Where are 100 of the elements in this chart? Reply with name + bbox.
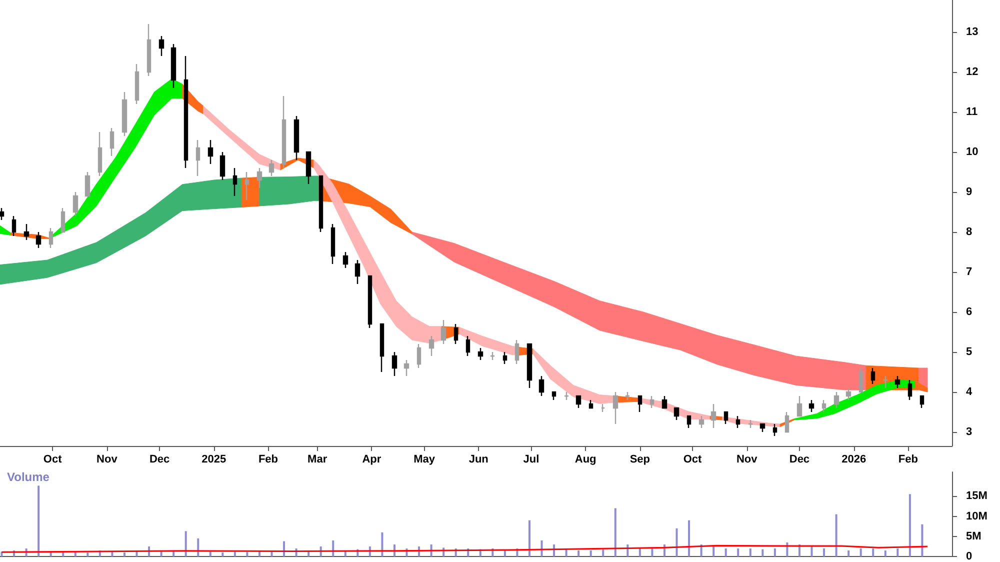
candlestick [760,423,766,433]
candlestick [196,139,200,177]
x-tick-label: 2026 [842,454,866,466]
candlestick [490,351,496,361]
bar [810,546,813,556]
candlestick [208,139,214,165]
candlestick [478,347,484,361]
candlestick [232,167,238,197]
candlestick [330,223,336,265]
candlestick [404,359,410,377]
y-tick-label: 4 [966,386,973,398]
candlestick [428,335,434,357]
candlestick [686,415,692,429]
candlestick [638,395,642,413]
x-tick-label: Apr [362,454,382,466]
candlestick [454,323,458,345]
y-tick-label: 11 [966,106,978,118]
candlestick [908,379,912,401]
candlestick [808,399,814,413]
x-tick-label: 2025 [202,454,226,466]
candlestick [698,415,704,429]
y-tick-label: 5 [966,346,972,358]
candlestick [282,95,286,169]
y-tick-label: 6 [966,306,972,318]
bar [111,552,114,556]
candlestick [822,399,826,413]
bar [332,540,334,556]
bar [823,548,826,556]
bar [528,520,530,556]
candlestick [220,151,226,181]
bar [848,550,850,556]
y-tick-label: 9 [966,186,972,198]
candlestick [60,207,66,233]
candlestick [36,231,42,249]
candlestick [674,407,680,421]
bar [774,548,776,556]
x-tick-label: Nov [96,454,118,466]
bar [283,541,286,556]
bar [688,520,690,556]
x-tick-label: Feb [898,454,918,466]
candlestick [12,215,16,237]
candlestick [380,323,384,373]
y-tick-label: 0 [966,550,972,562]
bar [614,508,616,556]
bar [835,514,838,556]
y-tick-label: 10M [966,510,988,522]
candlestick [122,91,128,137]
candlestick [244,171,250,201]
candlestick [84,171,90,197]
bar [590,550,592,556]
candlestick [662,395,668,409]
x-tick-label: May [414,454,436,466]
bar [540,540,543,556]
candlestick [724,411,728,425]
bar [860,548,862,556]
bar [908,494,911,556]
bar [578,550,580,556]
candlestick [834,391,840,409]
bar [160,552,162,556]
candlestick [0,207,4,221]
bar [638,548,641,556]
x-tick-label: Feb [258,454,278,466]
bar [762,549,764,556]
candlestick [318,175,324,233]
candlestick [98,131,102,177]
bar [737,548,740,556]
bar [602,549,604,556]
bar [872,548,874,556]
candlestick [294,115,300,161]
candlestick [624,391,630,401]
candlestick [870,367,876,385]
candlestick [538,375,544,397]
candlestick [134,63,140,105]
candlestick [514,339,520,365]
candlestick [920,395,924,409]
candlestick [256,167,262,189]
candlestick [416,343,422,369]
line-series [1,544,928,553]
candlestick [368,275,372,329]
candlestick [466,335,470,357]
candlestick [552,391,556,401]
bar [921,524,924,556]
candlestick [600,403,606,413]
candlestick [526,343,532,389]
bar [270,552,273,556]
y-tick-label: 8 [966,226,972,238]
candlestick [564,391,570,401]
bar [123,552,126,556]
candlestick [612,391,618,425]
candlestick [502,351,508,365]
candlestick [784,411,790,433]
bar [676,528,678,556]
bar [712,546,715,556]
y-tick-label: 10 [966,146,978,158]
candlestick [882,375,888,389]
y-tick-label: 7 [966,266,972,278]
x-tick-label: Sep [630,454,650,466]
x-tick-label: Jun [468,454,489,466]
y-tick-label: 3 [966,426,972,438]
candlestick [184,55,188,169]
